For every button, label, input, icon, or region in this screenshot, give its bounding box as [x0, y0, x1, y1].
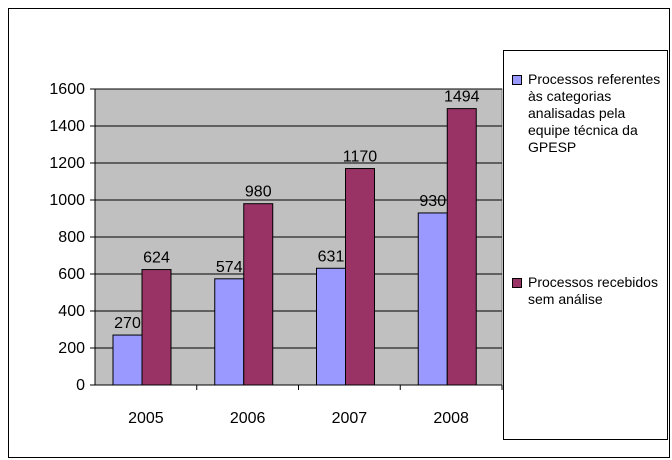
bar-series-2-2008 — [446, 108, 477, 386]
bar-series-1-2007 — [316, 267, 346, 386]
legend-item-series-1: Processos referentes às categorias anali… — [512, 71, 668, 156]
legend-item-series-2: Processos recebidos sem análise — [512, 274, 668, 308]
y-tick-label: 200 — [58, 340, 85, 357]
legend-label-series-2: Processos recebidos sem análise — [528, 274, 658, 307]
legend-label-series-1: Processos referentes às categorias anali… — [528, 71, 661, 155]
bars — [112, 108, 477, 386]
x-tick-labels: 2005 2006 2007 2008 — [128, 410, 469, 427]
legend: Processos referentes às categorias anali… — [503, 50, 668, 440]
bar-series-1-2005 — [112, 334, 143, 386]
legend-swatch-series-2 — [512, 278, 522, 288]
y-tick-label: 400 — [58, 303, 85, 320]
data-label-series-1-2007: 631 — [318, 248, 345, 265]
data-label-series-1-2006: 574 — [216, 259, 243, 276]
bar-series-2-2006 — [243, 203, 274, 386]
x-tick-label: 2005 — [128, 410, 164, 427]
bar-series-1-2008 — [417, 212, 448, 386]
legend-swatch-series-1 — [512, 75, 522, 85]
bar-series-1-2006 — [214, 278, 245, 386]
data-label-series-1-2008: 930 — [419, 193, 446, 210]
y-tick-label: 0 — [76, 377, 85, 394]
data-labels: 270 624 574 980 631 1170 930 1494 — [114, 89, 480, 332]
bar-series-2-2007 — [345, 168, 375, 386]
data-label-series-2-2008: 1494 — [444, 89, 480, 106]
axes — [90, 88, 503, 390]
x-tick-label: 2007 — [332, 410, 368, 427]
data-label-series-2-2007: 1170 — [343, 149, 378, 166]
bar-series-2-2005 — [141, 269, 172, 386]
x-tick-label: 2006 — [230, 410, 266, 427]
x-tick-label: 2008 — [433, 410, 469, 427]
y-tick-labels: 0 200 400 600 800 1000 1200 1400 1600 — [49, 81, 85, 394]
y-tick-label: 1400 — [49, 118, 85, 135]
data-label-series-1-2005: 270 — [114, 315, 141, 332]
y-tick-label: 800 — [58, 229, 85, 246]
y-tick-label: 600 — [58, 266, 85, 283]
data-label-series-2-2005: 624 — [143, 250, 170, 267]
y-tick-label: 1200 — [49, 155, 85, 172]
y-tick-label: 1000 — [49, 192, 85, 209]
y-tick-label: 1600 — [49, 81, 85, 98]
data-label-series-2-2006: 980 — [245, 184, 272, 201]
